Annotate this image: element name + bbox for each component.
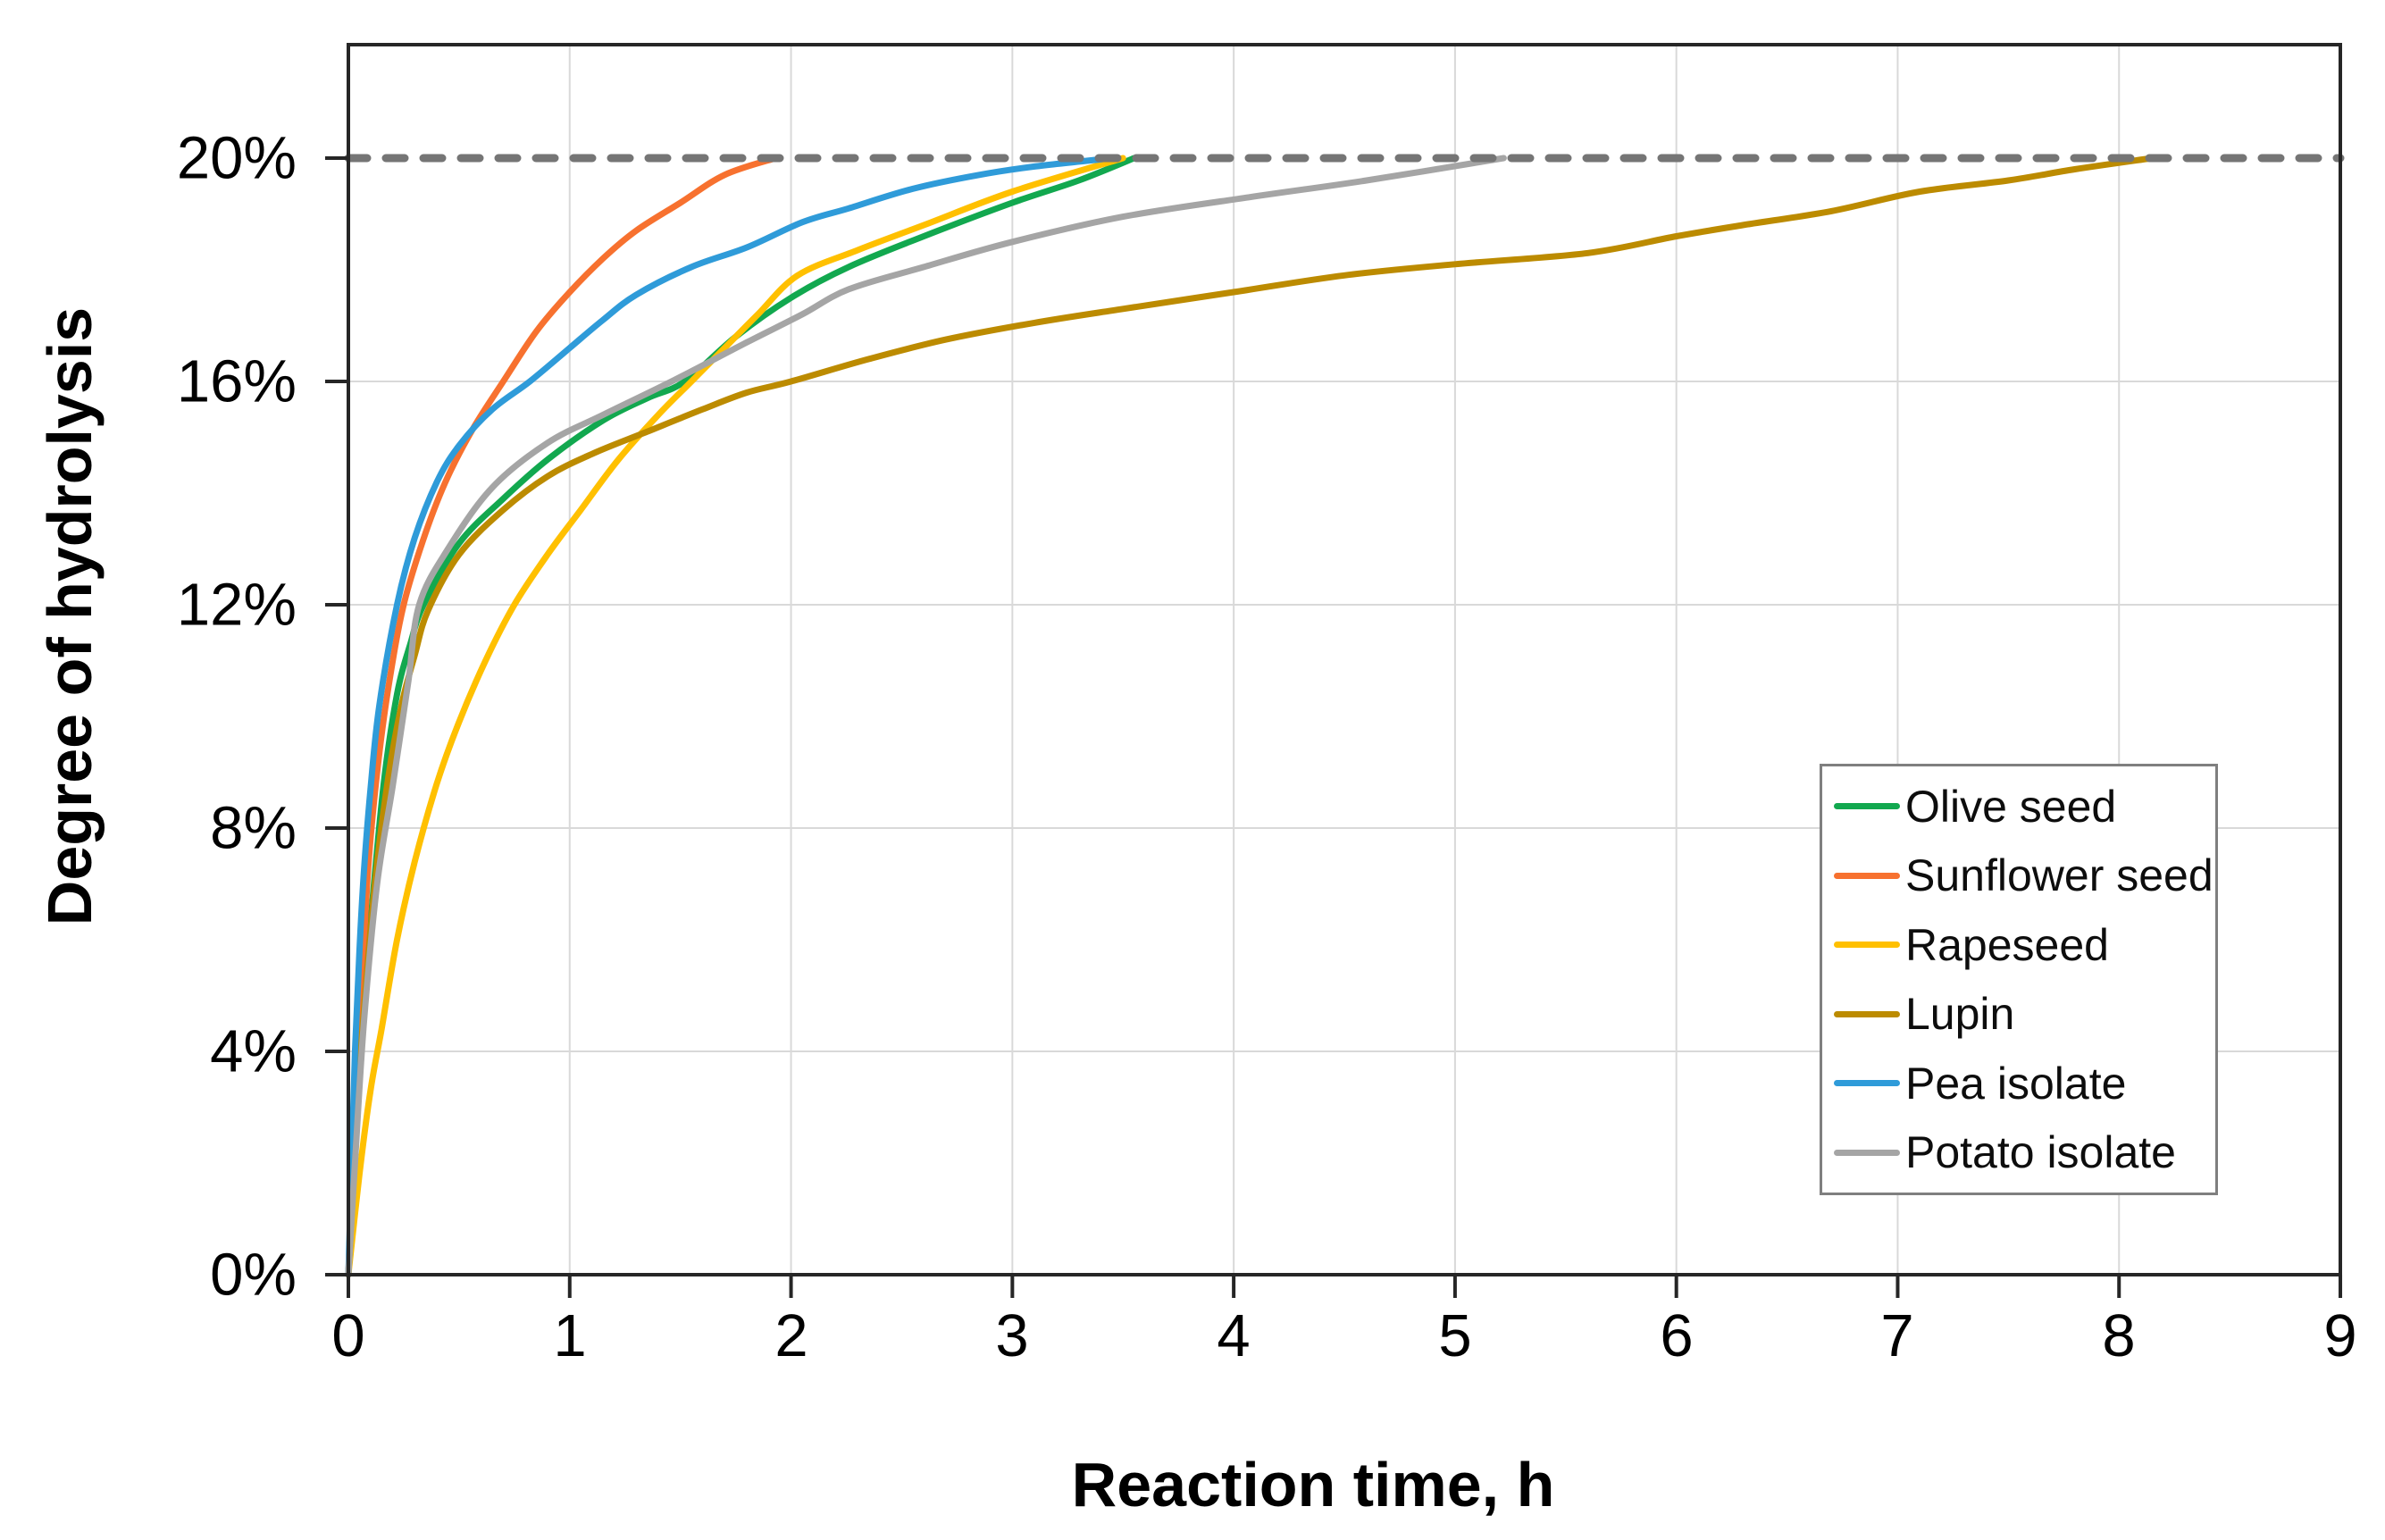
curve-potato-isolate (345, 155, 1507, 1278)
x-tick-label-0: 0 (331, 1302, 365, 1369)
legend-item-rapeseed: Rapeseed (1822, 913, 2215, 977)
x-tick-label-5: 5 (1438, 1302, 1472, 1369)
legend-item-potato-isolate: Potato isolate (1822, 1120, 2215, 1184)
legend-label: Sunflower seed (1905, 850, 2213, 901)
y-tick-label-8: 8% (210, 794, 297, 862)
y-axis-title: Degree of hydrolysis (35, 306, 105, 926)
legend-swatch-lupin (1834, 1010, 1900, 1017)
curve-lupin (345, 155, 2155, 1278)
legend-item-pea-isolate: Pea isolate (1822, 1051, 2215, 1116)
y-tick-label-20: 20% (176, 124, 297, 192)
legend-label: Pea isolate (1905, 1058, 2127, 1109)
plot-border (347, 43, 2342, 1276)
curve-rapeseed (345, 155, 1126, 1278)
x-tick-label-4: 4 (1217, 1302, 1251, 1369)
legend-swatch-sunflower-seed (1834, 872, 1900, 879)
legend-swatch-potato-isolate (1834, 1149, 1900, 1156)
curve-pea-isolate (345, 155, 1116, 1278)
legend-item-sunflower-seed: Sunflower seed (1822, 843, 2215, 908)
x-tick-label-3: 3 (995, 1302, 1029, 1369)
legend-box: Olive seed Sunflower seed Rapeseed Lupin… (1820, 764, 2218, 1195)
x-tick-label-6: 6 (1660, 1302, 1694, 1369)
y-tick-label-12: 12% (176, 571, 297, 639)
legend-swatch-olive-seed (1834, 803, 1900, 810)
x-tick-label-2: 2 (774, 1302, 808, 1369)
y-tick-label-16: 16% (176, 347, 297, 415)
legend-swatch-pea-isolate (1834, 1080, 1900, 1087)
x-axis-title: Reaction time, h (1071, 1450, 1555, 1519)
legend-item-olive-seed: Olive seed (1822, 774, 2215, 839)
legend-swatch-rapeseed (1834, 942, 1900, 949)
y-tick-label-0: 0% (210, 1241, 297, 1309)
x-tick-label-9: 9 (2323, 1302, 2357, 1369)
legend-label: Olive seed (1905, 781, 2117, 832)
legend-label: Lupin (1905, 989, 2015, 1040)
legend-label: Rapeseed (1905, 919, 2109, 970)
x-tick-label-8: 8 (2102, 1302, 2136, 1369)
x-tick-label-1: 1 (553, 1302, 587, 1369)
curve-sunflower-seed (345, 155, 779, 1278)
legend-label: Potato isolate (1905, 1127, 2176, 1178)
y-tick-label-4: 4% (210, 1017, 297, 1085)
legend-item-lupin: Lupin (1822, 982, 2215, 1046)
x-tick-label-7: 7 (1880, 1302, 1914, 1369)
